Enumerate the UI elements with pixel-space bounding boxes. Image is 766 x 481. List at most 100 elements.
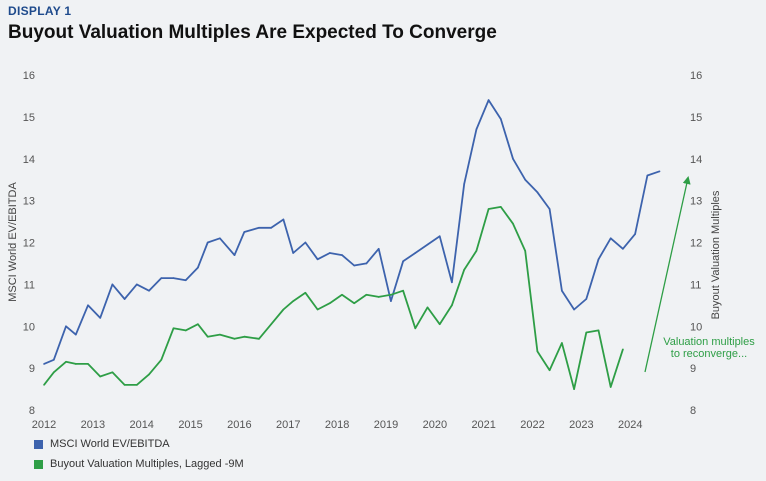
msci-data-point <box>316 258 319 261</box>
msci-data-point <box>353 264 356 267</box>
msci-data-point <box>438 235 441 238</box>
left-y-tick-label: 15 <box>23 112 35 124</box>
left-y-tick-label: 11 <box>24 279 35 291</box>
x-tick-label: 2016 <box>227 419 251 431</box>
msci-data-point <box>622 247 624 250</box>
buyout-data-point <box>524 250 527 252</box>
right-y-axis-label: Buyout Valuation Multiples <box>710 190 722 319</box>
left-y-tick-label: 8 <box>29 405 35 417</box>
buyout-data-point <box>463 268 465 271</box>
msci-data-point <box>184 279 187 281</box>
msci-data-point <box>451 281 453 284</box>
legend-label-msci: MSCI World EV/EBITDA <box>50 438 170 450</box>
buyout-data-point <box>573 388 575 390</box>
buyout-data-point <box>304 291 307 294</box>
buyout-data-point <box>341 294 343 296</box>
buyout-data-point <box>597 329 600 332</box>
left-y-tick-label: 16 <box>23 70 35 82</box>
msci-data-point <box>499 118 502 120</box>
right-y-tick-label: 8 <box>690 405 696 417</box>
right-y-tick-label: 16 <box>690 70 702 82</box>
msci-data-point <box>258 227 260 229</box>
buyout-data-point <box>87 363 89 365</box>
x-tick-label: 2013 <box>81 419 105 431</box>
buyout-data-point <box>365 294 368 296</box>
x-tick-label: 2021 <box>471 419 495 431</box>
buyout-data-point <box>282 308 285 311</box>
msci-data-point <box>148 289 150 292</box>
msci-data-point <box>561 289 563 292</box>
x-tick-label: 2020 <box>423 419 447 431</box>
buyout-data-point <box>206 335 209 338</box>
right-y-tick-label: 12 <box>690 238 702 250</box>
buyout-data-point <box>111 371 114 374</box>
buyout-data-point <box>43 384 45 386</box>
right-y-tick-label: 13 <box>690 196 702 208</box>
left-y-axis: 8 9 10 11 12 13 14 15 16 <box>23 70 35 417</box>
x-axis: 2012 2013 2014 2015 2016 2017 2018 2019 2020 2021… <box>32 419 643 431</box>
buyout-data-point <box>197 323 199 325</box>
buyout-data-point <box>258 338 260 340</box>
msci-data-point <box>136 283 138 286</box>
buyout-data-point <box>475 250 478 252</box>
buyout-data-point <box>233 338 236 340</box>
buyout-data-point <box>377 296 380 298</box>
buyout-data-point <box>243 335 246 338</box>
msci-data-point <box>43 363 45 365</box>
msci-data-point <box>634 233 636 235</box>
msci-series-line <box>43 99 660 365</box>
msci-data-point <box>160 277 163 279</box>
msci-data-point <box>463 183 465 185</box>
right-y-tick-label: 11 <box>690 279 701 291</box>
msci-data-point <box>573 308 575 311</box>
legend-item-buyout: Buyout Valuation Multiples, Lagged -9M <box>34 458 244 470</box>
x-tick-label: 2022 <box>520 419 544 431</box>
x-tick-label: 2017 <box>276 419 300 431</box>
left-y-tick-label: 14 <box>23 154 35 166</box>
annotation-line-1: Valuation multiples <box>663 336 755 348</box>
msci-data-point <box>172 277 175 279</box>
buyout-data-point <box>451 304 453 307</box>
msci-data-point <box>426 243 429 246</box>
buyout-data-point <box>160 358 163 361</box>
msci-data-point <box>414 252 417 254</box>
buyout-data-point <box>52 371 55 374</box>
buyout-data-point <box>353 302 356 305</box>
buyout-data-point <box>622 348 624 351</box>
msci-data-point <box>341 254 343 256</box>
left-y-tick-label: 10 <box>23 321 35 333</box>
msci-data-point <box>646 174 649 177</box>
series-layer <box>43 99 661 391</box>
buyout-data-point <box>609 386 612 388</box>
msci-data-point <box>292 252 294 254</box>
msci-data-point <box>99 317 101 319</box>
msci-data-point <box>206 241 209 244</box>
x-tick-label: 2014 <box>129 419 153 431</box>
msci-data-point <box>219 237 221 240</box>
buyout-data-point <box>512 222 514 225</box>
left-y-tick-label: 13 <box>23 196 35 208</box>
msci-data-point <box>123 298 126 300</box>
reconverge-arrow <box>644 176 691 373</box>
msci-data-point <box>512 157 514 160</box>
buyout-data-point <box>487 208 490 210</box>
buyout-data-point <box>172 327 175 330</box>
msci-data-point <box>233 254 236 256</box>
buyout-data-point <box>402 289 404 292</box>
legend-swatch-buyout <box>34 459 43 469</box>
msci-data-point <box>658 170 661 173</box>
buyout-data-point <box>184 329 187 332</box>
msci-data-point <box>390 300 392 302</box>
msci-data-point <box>609 237 612 240</box>
x-tick-label: 2023 <box>569 419 593 431</box>
display-kicker: DISPLAY 1 <box>8 4 72 18</box>
msci-data-point <box>524 178 527 181</box>
msci-data-point <box>197 266 199 269</box>
msci-data-point <box>74 333 77 336</box>
buyout-data-point <box>561 342 563 344</box>
buyout-data-point <box>65 361 67 363</box>
msci-data-point <box>270 227 272 229</box>
msci-data-point <box>52 358 55 361</box>
buyout-data-point <box>499 206 502 208</box>
buyout-data-point <box>438 323 441 325</box>
